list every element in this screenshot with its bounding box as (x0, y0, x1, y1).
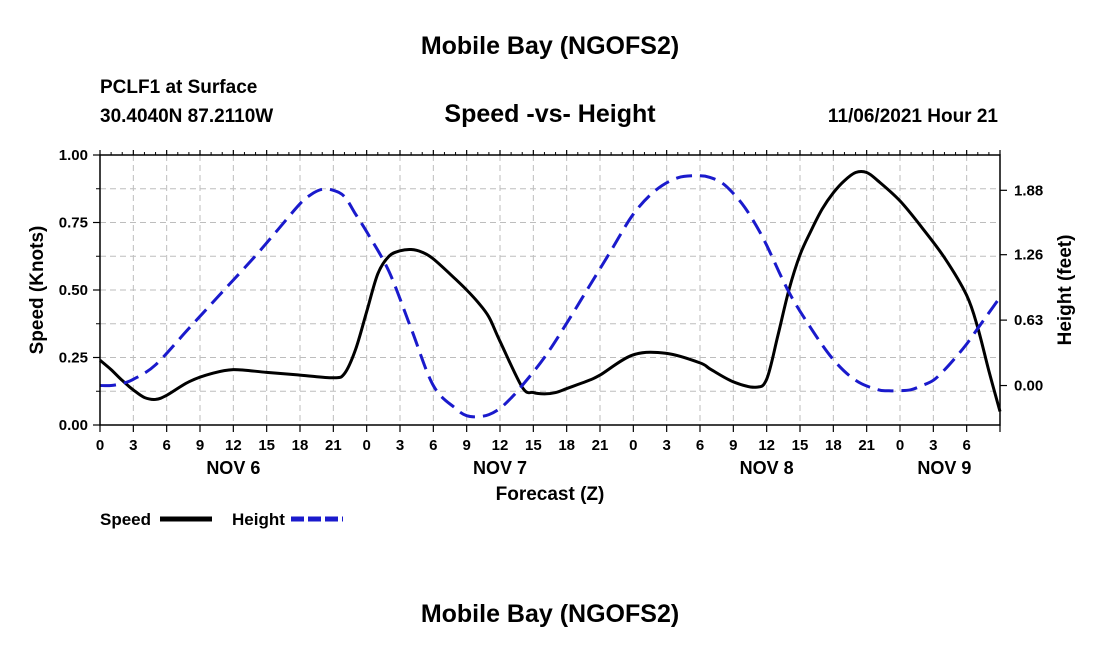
x-tick-label: 0 (629, 437, 637, 454)
tick-labels: 0 3 6 9 12 15 18 21 0 3 6 9 12 15 18 21 0 3 6 9 12 15 18 21 0 3 6 N… (59, 147, 1043, 478)
grid-lines (100, 155, 1000, 425)
main-title: Mobile Bay (NGOFS2) (420, 32, 680, 60)
series-height-line (99, 174, 1002, 419)
forecast-timestamp: 11/06/2021 Hour 21 (827, 106, 998, 127)
x-tick-label: 6 (429, 437, 437, 454)
y2-tick-label: 0.63 (1014, 312, 1043, 329)
speed-height-chart: 0 3 6 9 12 15 18 21 0 3 6 9 12 15 18 21 0 3 6 9 12 15 18 21 0 3 6 N… (27, 147, 1076, 529)
x-tick-label: 15 (525, 437, 542, 454)
x-tick-label: 9 (462, 437, 470, 454)
date-label: NOV 7 (473, 458, 527, 478)
x-tick-label: 9 (196, 437, 204, 454)
x-tick-label: 6 (162, 437, 170, 454)
x-tick-label: 15 (258, 437, 275, 454)
x-tick-label: 6 (962, 437, 970, 454)
date-label: NOV 9 (917, 458, 971, 478)
x-tick-label: 21 (325, 437, 342, 454)
x-tick-label: 21 (592, 437, 609, 454)
x-axis-label: Forecast (Z) (496, 484, 605, 505)
y-axis-label: Speed (Knots) (27, 226, 48, 355)
y2-axis-label: Height (feet) (1055, 235, 1076, 346)
x-tick-label: 15 (792, 437, 809, 454)
x-tick-label: 3 (929, 437, 937, 454)
chart-subtitle: Speed -vs- Height (444, 100, 656, 128)
y2-tick-label: 0.00 (1014, 378, 1043, 395)
legend: Speed Height (100, 510, 343, 529)
y-tick-label: 0.75 (59, 215, 88, 232)
x-tick-label: 18 (825, 437, 842, 454)
x-tick-label: 12 (758, 437, 775, 454)
y-tick-label: 0.00 (59, 417, 88, 434)
x-tick-label: 3 (129, 437, 137, 454)
series-speed-line (99, 170, 1002, 412)
x-tick-label: 0 (96, 437, 104, 454)
x-tick-label: 3 (662, 437, 670, 454)
y-tick-label: 1.00 (59, 147, 88, 164)
x-tick-label: 12 (225, 437, 242, 454)
x-tick-label: 18 (292, 437, 309, 454)
x-tick-label: 6 (696, 437, 704, 454)
x-tick-label: 12 (492, 437, 509, 454)
x-tick-label: 3 (396, 437, 404, 454)
y-tick-label: 0.50 (59, 282, 88, 299)
x-tick-label: 18 (558, 437, 575, 454)
station-label: PCLF1 at Surface (100, 77, 258, 98)
x-tick-label: 21 (858, 437, 875, 454)
x-tick-label: 0 (362, 437, 370, 454)
legend-speed-label: Speed (100, 510, 151, 529)
y2-tick-label: 1.88 (1014, 182, 1043, 199)
y-tick-label: 0.25 (59, 350, 88, 367)
date-label: NOV 8 (740, 458, 794, 478)
footer-title: Mobile Bay (NGOFS2) (420, 600, 680, 628)
legend-height-label: Height (232, 510, 285, 529)
series-layer (99, 170, 1002, 419)
y2-tick-label: 1.26 (1014, 247, 1043, 264)
x-tick-label: 0 (896, 437, 904, 454)
coordinates-label: 30.4040N 87.2110W (100, 106, 274, 127)
date-label: NOV 6 (206, 458, 260, 478)
x-tick-label: 9 (729, 437, 737, 454)
tick-marks (93, 150, 1007, 432)
